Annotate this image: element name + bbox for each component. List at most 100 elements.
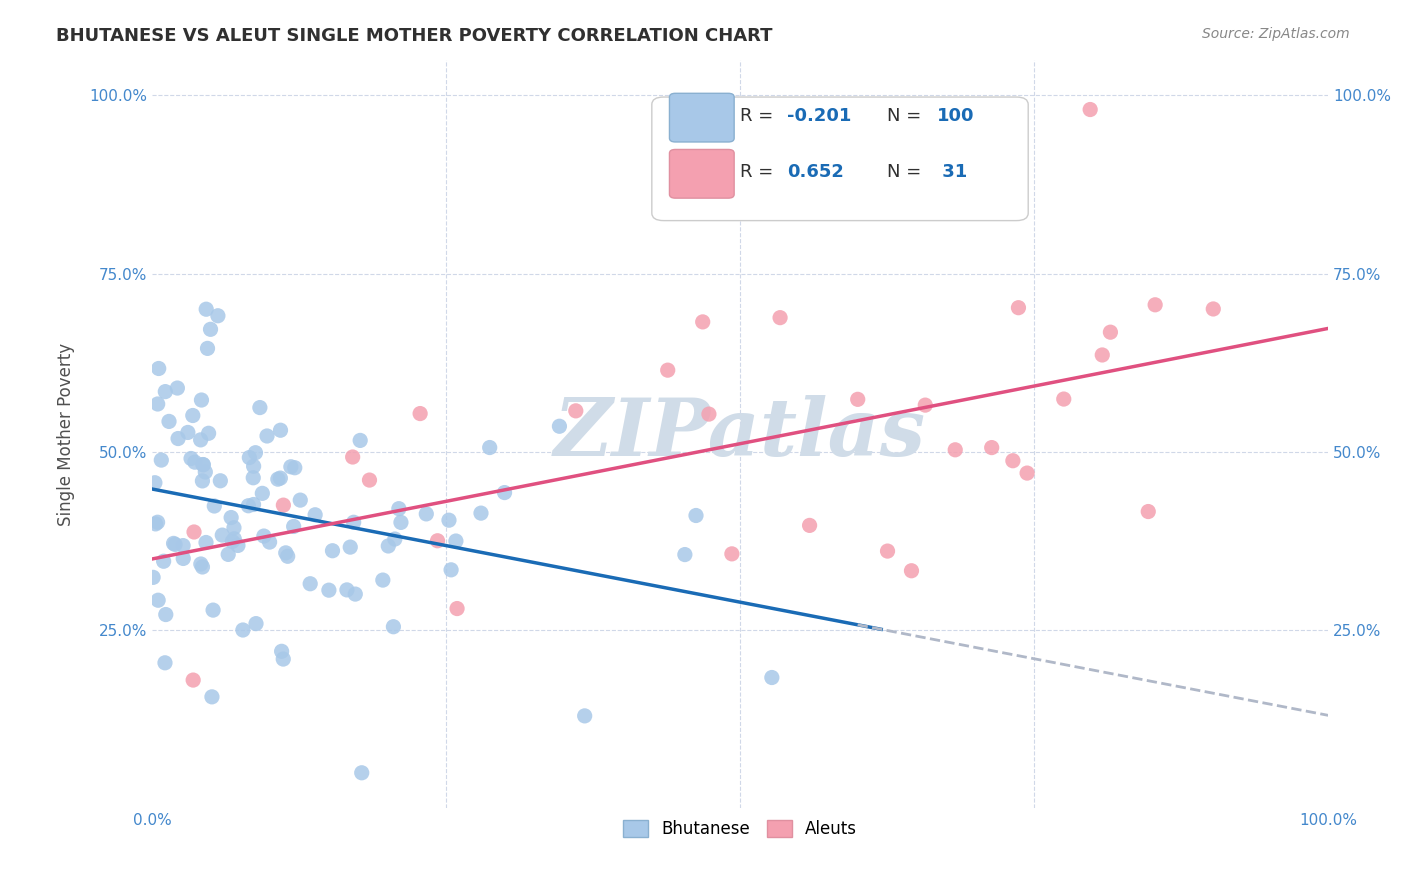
Point xyxy=(245,446,267,460)
Point xyxy=(201,690,224,704)
Point xyxy=(165,537,187,551)
Point xyxy=(548,419,571,434)
Point xyxy=(259,535,281,549)
Point xyxy=(574,709,596,723)
Point xyxy=(721,547,744,561)
Point xyxy=(318,583,340,598)
Point xyxy=(194,465,217,479)
Point xyxy=(191,474,214,488)
Point xyxy=(155,384,177,399)
Point xyxy=(271,652,294,666)
Point xyxy=(277,549,299,564)
Point xyxy=(256,429,278,443)
Point xyxy=(1137,504,1160,518)
Point xyxy=(359,473,381,487)
Point xyxy=(846,392,869,407)
Point xyxy=(181,673,204,687)
Point xyxy=(1001,454,1024,468)
Point xyxy=(245,616,267,631)
Point xyxy=(900,564,922,578)
Point xyxy=(470,506,492,520)
Point xyxy=(350,765,373,780)
Point xyxy=(267,472,290,486)
Point xyxy=(1078,103,1101,117)
Point xyxy=(142,570,165,584)
Point xyxy=(172,539,194,553)
Point xyxy=(304,508,326,522)
Point xyxy=(146,515,169,529)
Point xyxy=(226,538,249,552)
Point xyxy=(761,671,783,685)
Point xyxy=(1202,301,1225,316)
Point xyxy=(193,458,215,472)
Point xyxy=(190,392,212,407)
Point xyxy=(177,425,200,440)
Point xyxy=(299,576,322,591)
Text: N =: N = xyxy=(887,163,927,181)
Point xyxy=(389,516,412,530)
Point xyxy=(270,423,292,437)
Point xyxy=(697,407,720,421)
Point xyxy=(1091,348,1114,362)
Point xyxy=(321,543,343,558)
Point xyxy=(273,498,295,512)
Point xyxy=(1053,392,1076,406)
Point xyxy=(150,453,173,467)
Point xyxy=(980,441,1002,455)
Point xyxy=(190,433,212,447)
Point xyxy=(252,486,274,500)
Point xyxy=(224,532,246,546)
Text: -0.201: -0.201 xyxy=(787,107,852,125)
Point xyxy=(195,302,218,317)
Point xyxy=(914,398,936,412)
FancyBboxPatch shape xyxy=(652,97,1028,220)
Text: R =: R = xyxy=(740,107,779,125)
Point xyxy=(280,459,302,474)
Point xyxy=(211,528,233,542)
Point xyxy=(284,460,307,475)
Point xyxy=(219,510,242,524)
Point xyxy=(146,397,169,411)
Point xyxy=(253,529,276,543)
Point xyxy=(249,401,271,415)
Point xyxy=(415,507,437,521)
Point xyxy=(437,513,460,527)
Text: Source: ZipAtlas.com: Source: ZipAtlas.com xyxy=(1202,27,1350,41)
Text: 0.652: 0.652 xyxy=(787,163,844,181)
Point xyxy=(478,441,501,455)
Point xyxy=(155,607,177,622)
Point xyxy=(1144,298,1167,312)
Text: N =: N = xyxy=(887,107,927,125)
Point xyxy=(157,414,180,428)
Point xyxy=(388,501,411,516)
Point xyxy=(238,499,260,513)
Point xyxy=(339,540,361,554)
Point xyxy=(692,315,714,329)
Point xyxy=(377,539,399,553)
Point xyxy=(209,474,232,488)
Point xyxy=(202,603,225,617)
Point xyxy=(344,587,367,601)
Point xyxy=(242,471,264,485)
Point xyxy=(426,533,449,548)
Point xyxy=(184,455,207,469)
Point xyxy=(799,518,821,533)
Point xyxy=(166,381,188,395)
Point xyxy=(191,458,214,472)
Point xyxy=(657,363,679,377)
Point xyxy=(232,623,254,637)
Text: R =: R = xyxy=(740,163,785,181)
Point xyxy=(143,475,166,490)
Point xyxy=(343,516,366,530)
Point xyxy=(274,546,297,560)
Point xyxy=(342,450,364,464)
Point xyxy=(190,557,212,571)
Point xyxy=(197,342,219,356)
Point xyxy=(769,310,792,325)
Point xyxy=(238,450,260,465)
Point xyxy=(200,322,222,336)
Point xyxy=(494,485,516,500)
Point xyxy=(207,309,229,323)
Point xyxy=(382,620,405,634)
Point xyxy=(191,560,214,574)
